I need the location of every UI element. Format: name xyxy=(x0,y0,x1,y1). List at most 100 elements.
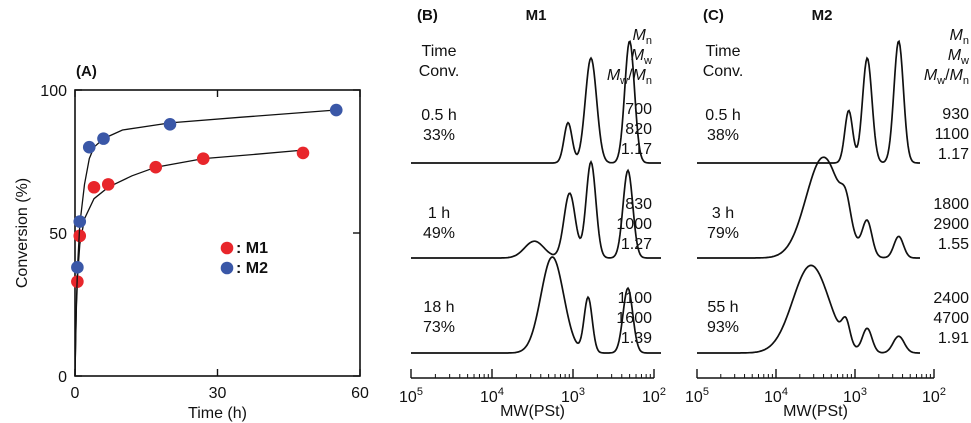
tick-exponent: 3 xyxy=(861,386,867,398)
header-sep: / xyxy=(945,67,950,84)
data-point-series-1 xyxy=(296,146,310,160)
data-point-series-1 xyxy=(196,152,210,165)
y-tick-label: 100 xyxy=(40,83,67,100)
x-tick-label: 104 xyxy=(480,386,504,406)
header-m-sub: w xyxy=(936,75,945,87)
panel-title: M2 xyxy=(812,7,833,24)
header-m-0: Mn xyxy=(950,27,969,47)
tick-base: 10 xyxy=(764,389,782,406)
header-m-main: M xyxy=(607,67,621,84)
tick-base: 10 xyxy=(843,389,861,406)
header-m-sub: w xyxy=(619,75,628,87)
x-axis-label: Time (h) xyxy=(188,405,247,422)
data-point-series-2 xyxy=(97,132,110,145)
gpc-trace-2 xyxy=(411,159,661,259)
trace-conversion: 38% xyxy=(707,127,739,144)
data-point-series-1 xyxy=(149,160,163,174)
trace-time: 3 h xyxy=(712,205,734,222)
data-point-series-2 xyxy=(73,215,87,228)
legend-label-1: : M1 xyxy=(236,240,268,257)
header-m-sub: n xyxy=(646,35,652,47)
panel-a-label: (A) xyxy=(76,63,97,80)
trace-conversion: 33% xyxy=(423,127,455,144)
trace-dispersity: 1.17 xyxy=(621,141,652,158)
tick-exponent: 2 xyxy=(660,386,666,398)
legend-marker-1 xyxy=(220,241,234,255)
gpc-trace-3 xyxy=(697,264,920,354)
tick-base: 10 xyxy=(642,389,660,406)
trace-time: 0.5 h xyxy=(421,107,457,124)
fit-line-2 xyxy=(74,109,337,377)
header-time: Time xyxy=(706,43,741,60)
gpc-trace-3 xyxy=(411,256,661,354)
legend-label-2: : M2 xyxy=(236,260,268,277)
header-m-sub: n xyxy=(646,75,652,87)
x-tick-label: 102 xyxy=(922,386,946,406)
gpc-trace-2 xyxy=(697,156,920,259)
header-m-main: M xyxy=(633,27,647,44)
x-tick-label: 105 xyxy=(685,386,709,406)
x-axis-label: MW(PSt) xyxy=(783,403,848,420)
tick-base: 10 xyxy=(922,389,940,406)
header-m-main: M xyxy=(948,47,962,64)
x-tick-label: 104 xyxy=(764,386,788,406)
trace-mn: 700 xyxy=(625,101,652,118)
trace-mn: 830 xyxy=(625,196,652,213)
trace-mw: 820 xyxy=(625,121,652,138)
trace-dispersity: 1.91 xyxy=(938,330,969,347)
trace-time: 0.5 h xyxy=(705,107,741,124)
x-tick-label: 105 xyxy=(399,386,423,406)
x-axis-label: MW(PSt) xyxy=(500,403,565,420)
x-tick-label: 102 xyxy=(642,386,666,406)
trace-conversion: 79% xyxy=(707,225,739,242)
panel-label: (C) xyxy=(703,7,724,24)
panel-a-frame xyxy=(74,89,361,377)
trace-mn: 1100 xyxy=(618,290,653,307)
header-dispersity: Mw/Mn xyxy=(924,67,969,87)
header-m-main: M xyxy=(950,67,964,84)
header-m-1: Mw xyxy=(948,47,969,67)
header-sep: / xyxy=(628,67,633,84)
gpc-trace-1 xyxy=(697,39,920,164)
tick-base: 10 xyxy=(685,389,703,406)
trace-mn: 1800 xyxy=(933,196,969,213)
header-conv: Conv. xyxy=(703,63,744,80)
header-dispersity: Mw/Mn xyxy=(607,67,652,87)
y-axis-label: Conversion (%) xyxy=(14,178,31,288)
y-tick-label: 50 xyxy=(49,226,67,243)
header-m-sub: w xyxy=(960,55,969,67)
trace-conversion: 49% xyxy=(423,225,455,242)
data-point-series-2 xyxy=(82,140,96,154)
data-point-series-2 xyxy=(163,118,177,131)
header-m-sub: w xyxy=(643,55,652,67)
trace-mn: 2400 xyxy=(933,290,969,307)
panel-label: (B) xyxy=(417,7,438,24)
y-tick-label: 0 xyxy=(58,369,67,386)
trace-conversion: 93% xyxy=(707,319,739,336)
legend-marker-2 xyxy=(220,261,234,275)
header-m-sub: n xyxy=(963,75,969,87)
tick-exponent: 5 xyxy=(417,386,423,398)
trace-dispersity: 1.27 xyxy=(621,236,652,253)
trace-time: 1 h xyxy=(428,205,450,222)
trace-conversion: 73% xyxy=(423,319,455,336)
header-m-0: Mn xyxy=(633,27,652,47)
x-tick-label: 103 xyxy=(561,386,585,406)
header-conv: Conv. xyxy=(419,63,460,80)
header-m-main: M xyxy=(631,47,645,64)
tick-exponent: 4 xyxy=(498,386,504,398)
tick-base: 10 xyxy=(561,389,579,406)
header-m-sub: n xyxy=(963,35,969,47)
trace-dispersity: 1.55 xyxy=(938,236,969,253)
header-time: Time xyxy=(422,43,457,60)
x-tick-label: 60 xyxy=(351,385,369,402)
x-tick-label: 0 xyxy=(71,385,80,402)
trace-mw: 4700 xyxy=(933,310,969,327)
trace-time: 55 h xyxy=(707,299,738,316)
tick-base: 10 xyxy=(480,389,498,406)
data-point-series-1 xyxy=(87,180,101,194)
x-tick-label: 103 xyxy=(843,386,867,406)
header-m-main: M xyxy=(633,67,647,84)
